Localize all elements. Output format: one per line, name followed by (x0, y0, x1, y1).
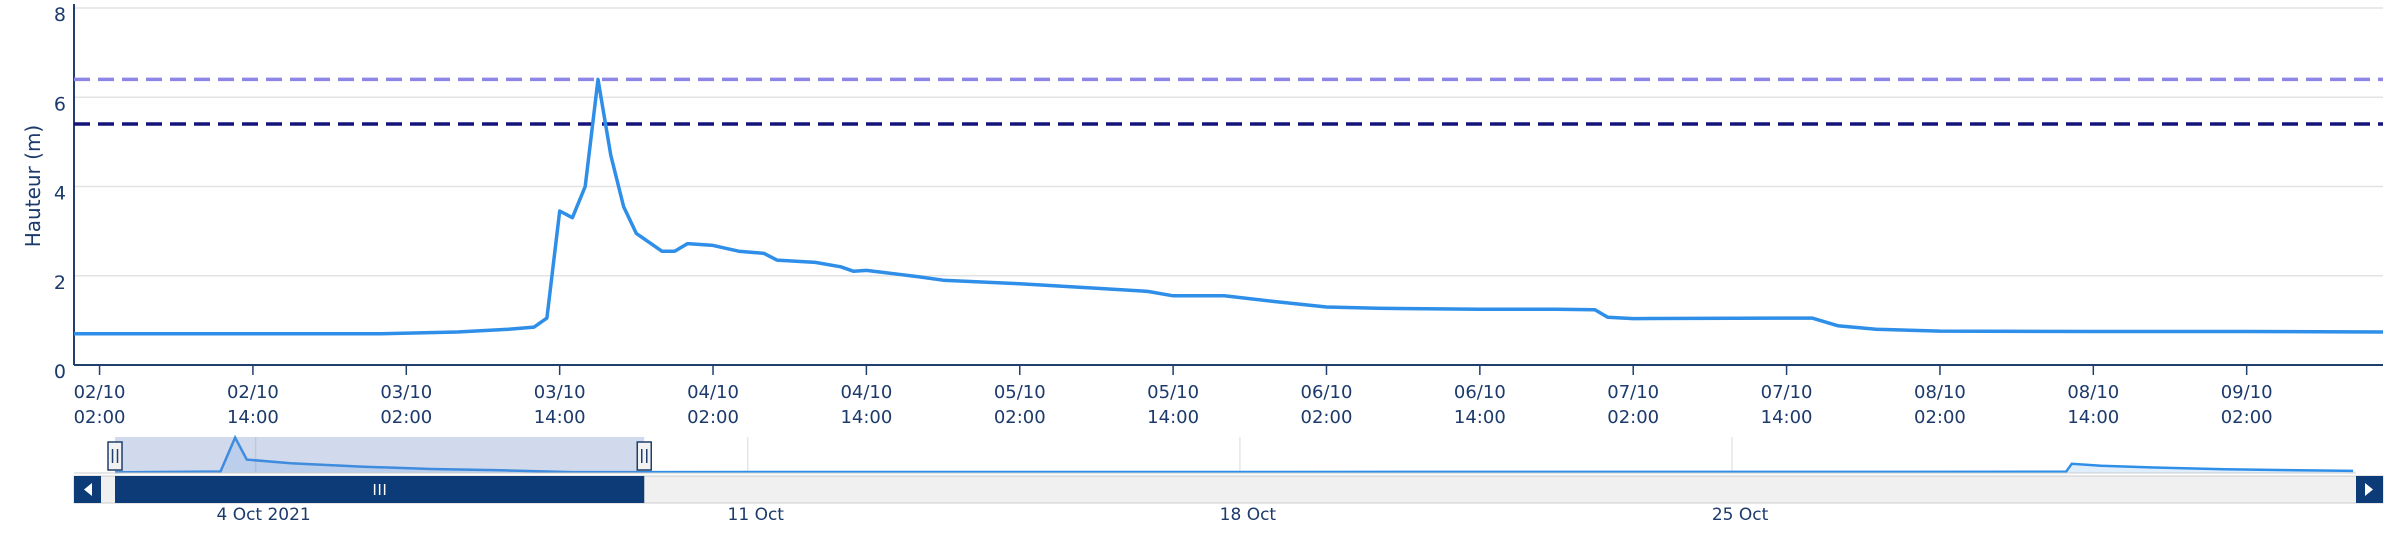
y-axis-title: Hauteur (m) (21, 125, 45, 247)
x-tick-label: 06/10 14:00 (1453, 382, 1506, 428)
x-tick-label: 08/10 14:00 (2067, 382, 2120, 428)
x-tick-label: 08/10 02:00 (1914, 382, 1966, 428)
x-tick-label: 03/10 14:00 (533, 382, 586, 428)
y-tick-label: 2 (54, 272, 66, 294)
x-tick-label: 02/10 02:00 (73, 382, 126, 428)
navigator (74, 434, 2356, 474)
navigator-tick-label: 11 Oct (728, 505, 785, 525)
navigator-background (74, 437, 2356, 473)
navigator-tick-label: 4 Oct 2021 (216, 505, 310, 525)
data-line (74, 77, 2384, 336)
x-tick-label: 04/10 14:00 (840, 382, 893, 428)
y-tick-label: 4 (54, 183, 66, 205)
y-tick-label: 0 (54, 361, 66, 383)
navigator-area (115, 437, 2354, 473)
y-tick-label: 6 (54, 93, 66, 115)
scroll-left-arrow (84, 483, 92, 496)
grid (74, 7, 2383, 277)
x-tick-label: 09/10 02:00 (2220, 382, 2273, 428)
x-tick-label: 04/10 02:00 (687, 382, 739, 428)
x-tick-label: 05/10 14:00 (1147, 382, 1200, 428)
x-tick-label: 05/10 02:00 (993, 382, 1046, 428)
scroll-right-arrow (2365, 483, 2373, 496)
navigator-tick-label: 25 Oct (1712, 505, 1769, 525)
navigator-handle[interactable] (636, 441, 653, 471)
x-tick-label: 07/10 02:00 (1607, 382, 1660, 428)
x-tick-label: 06/10 02:00 (1300, 382, 1353, 428)
navigator-handle[interactable] (107, 441, 123, 471)
y-tick-label: 8 (54, 4, 66, 26)
x-tick-label: 03/10 02:00 (380, 382, 433, 428)
navigator-selection (115, 437, 645, 473)
navigator-line (114, 434, 2354, 474)
navigator-tick-label: 18 Oct (1220, 505, 1277, 525)
x-tick-label: 02/10 14:00 (226, 382, 279, 428)
x-tick-label: 07/10 14:00 (1760, 382, 1813, 428)
